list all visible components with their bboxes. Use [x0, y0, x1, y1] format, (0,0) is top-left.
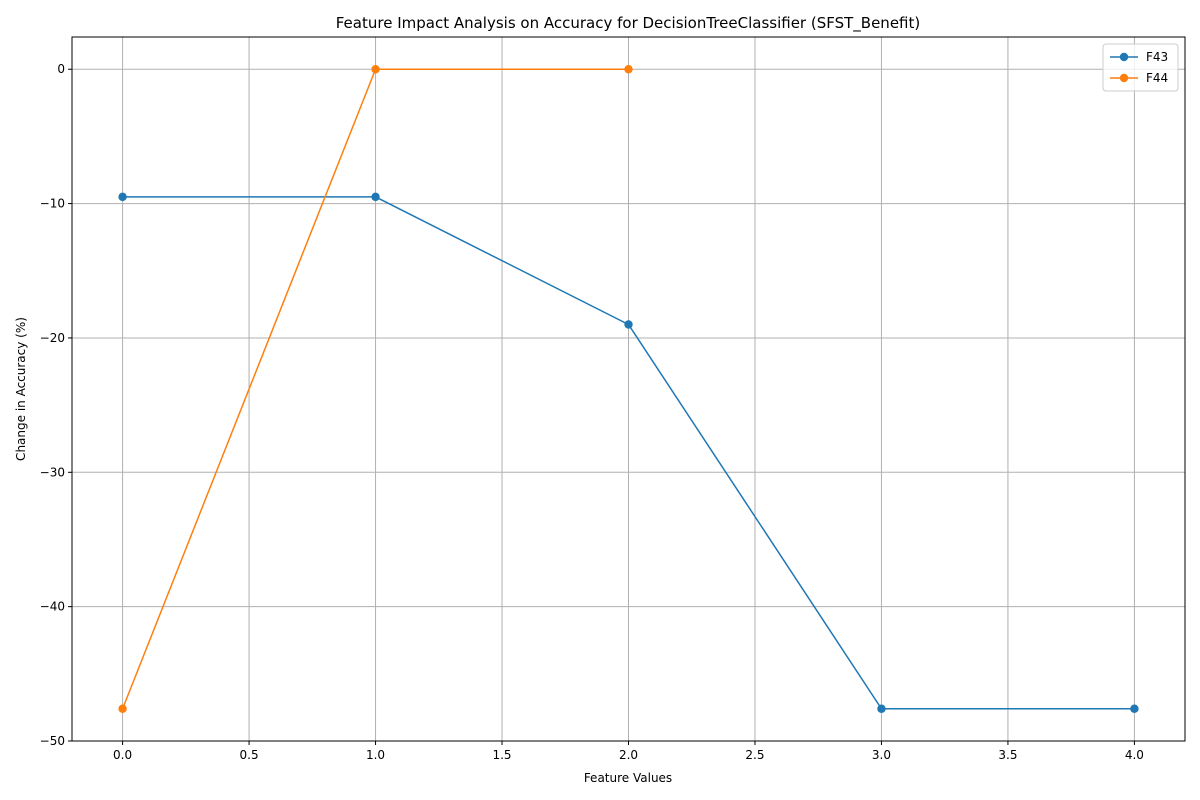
data-point	[877, 704, 886, 713]
legend-label: F44	[1146, 71, 1168, 85]
x-tick-label: 3.0	[872, 748, 891, 762]
data-point	[624, 65, 633, 74]
chart-title: Feature Impact Analysis on Accuracy for …	[336, 14, 920, 33]
plot-series	[118, 65, 1139, 713]
legend-label: F43	[1146, 50, 1168, 64]
y-tick-label: −10	[40, 197, 65, 211]
data-point	[371, 65, 380, 74]
legend-marker	[1119, 73, 1129, 83]
x-tick-label: 2.5	[745, 748, 764, 762]
x-tick-label: 4.0	[1125, 748, 1144, 762]
x-tick-label: 1.0	[366, 748, 385, 762]
data-point	[1130, 704, 1139, 713]
x-tick-label: 0.5	[240, 748, 259, 762]
data-point	[624, 320, 633, 329]
y-axis-title: Change in Accuracy (%)	[14, 317, 28, 461]
y-tick-label: 0	[57, 62, 65, 76]
x-axis-title: Feature Values	[584, 771, 672, 785]
series-f43	[118, 192, 1139, 713]
grid	[72, 37, 1185, 742]
x-tick-label: 0.0	[113, 748, 132, 762]
y-tick-label: −50	[40, 734, 65, 748]
y-tick-label: −20	[40, 331, 65, 345]
legend: F43 F44	[1102, 43, 1179, 92]
x-tick-label: 2.0	[619, 748, 638, 762]
y-tick-label: −30	[40, 465, 65, 479]
data-point	[118, 192, 127, 202]
x-tick-label: 3.5	[998, 748, 1017, 762]
axis-ticks: 0.0 0.5 1.0 1.5 2.0 2.5 3.0 3.5 4.0 0 −10 −20 −30 −40…	[40, 62, 1144, 762]
series-f44	[118, 65, 633, 713]
legend-marker	[1119, 52, 1129, 62]
x-tick-label: 1.5	[492, 748, 511, 762]
data-point	[371, 192, 380, 202]
data-point	[118, 704, 127, 713]
y-tick-label: −40	[40, 600, 65, 614]
